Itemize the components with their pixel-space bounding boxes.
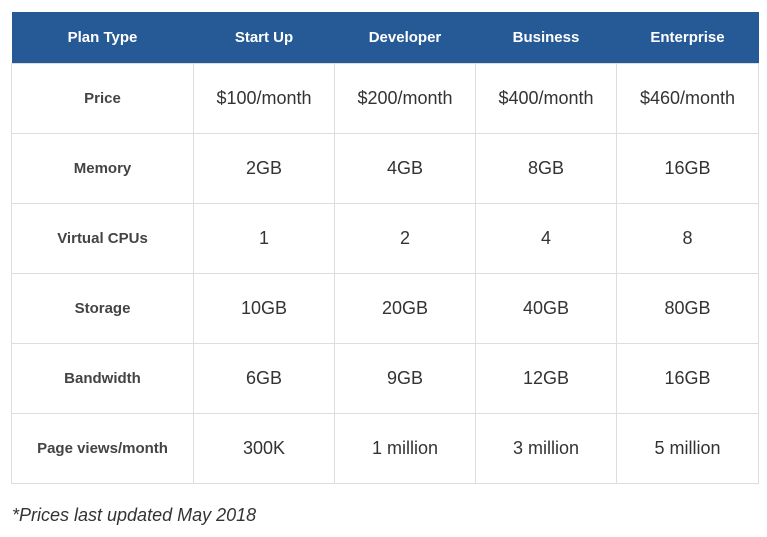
table-cell: 4 <box>475 203 617 274</box>
table-row-virtual-cpus: Virtual CPUs 1 2 4 8 <box>11 203 759 274</box>
row-label: Storage <box>11 273 194 344</box>
table-cell: $460/month <box>616 63 759 134</box>
header-row: Plan Type Start Up Developer Business En… <box>11 12 759 64</box>
table-cell: 40GB <box>475 273 617 344</box>
table-cell: 3 million <box>475 413 617 484</box>
table-row-bandwidth: Bandwidth 6GB 9GB 12GB 16GB <box>11 343 759 414</box>
table-cell: 16GB <box>616 343 759 414</box>
table-cell: $400/month <box>475 63 617 134</box>
table-cell: 2GB <box>193 133 335 204</box>
row-label: Bandwidth <box>11 343 194 414</box>
footnote: *Prices last updated May 2018 <box>12 505 257 525</box>
header-business: Business <box>475 12 617 64</box>
table-cell: 5 million <box>616 413 759 484</box>
table-cell: 10GB <box>193 273 335 344</box>
pricing-table-header: Plan Type Start Up Developer Business En… <box>11 12 759 64</box>
table-cell: 1 <box>193 203 335 274</box>
table-row-price: Price $100/month $200/month $400/month $… <box>11 63 759 134</box>
table-cell: $100/month <box>193 63 335 134</box>
table-cell: 2 <box>334 203 476 274</box>
table-cell: 9GB <box>334 343 476 414</box>
header-plan-type: Plan Type <box>11 12 194 64</box>
header-enterprise: Enterprise <box>616 12 759 64</box>
row-label: Virtual CPUs <box>11 203 194 274</box>
table-row-memory: Memory 2GB 4GB 8GB 16GB <box>11 133 759 204</box>
table-cell: 8GB <box>475 133 617 204</box>
pricing-table-body: Price $100/month $200/month $400/month $… <box>11 63 759 484</box>
table-cell: $200/month <box>334 63 476 134</box>
table-cell: 80GB <box>616 273 759 344</box>
row-label: Price <box>11 63 194 134</box>
table-cell: 8 <box>616 203 759 274</box>
table-cell: 6GB <box>193 343 335 414</box>
table-cell: 16GB <box>616 133 759 204</box>
row-label: Memory <box>11 133 194 204</box>
table-row-storage: Storage 10GB 20GB 40GB 80GB <box>11 273 759 344</box>
table-cell: 4GB <box>334 133 476 204</box>
table-cell: 1 million <box>334 413 476 484</box>
header-start-up: Start Up <box>193 12 335 64</box>
table-cell: 20GB <box>334 273 476 344</box>
table-cell: 300K <box>193 413 335 484</box>
pricing-table: Plan Type Start Up Developer Business En… <box>11 12 759 484</box>
header-developer: Developer <box>334 12 476 64</box>
table-cell: 12GB <box>475 343 617 414</box>
table-row-page-views: Page views/month 300K 1 million 3 millio… <box>11 413 759 484</box>
row-label: Page views/month <box>11 413 194 484</box>
